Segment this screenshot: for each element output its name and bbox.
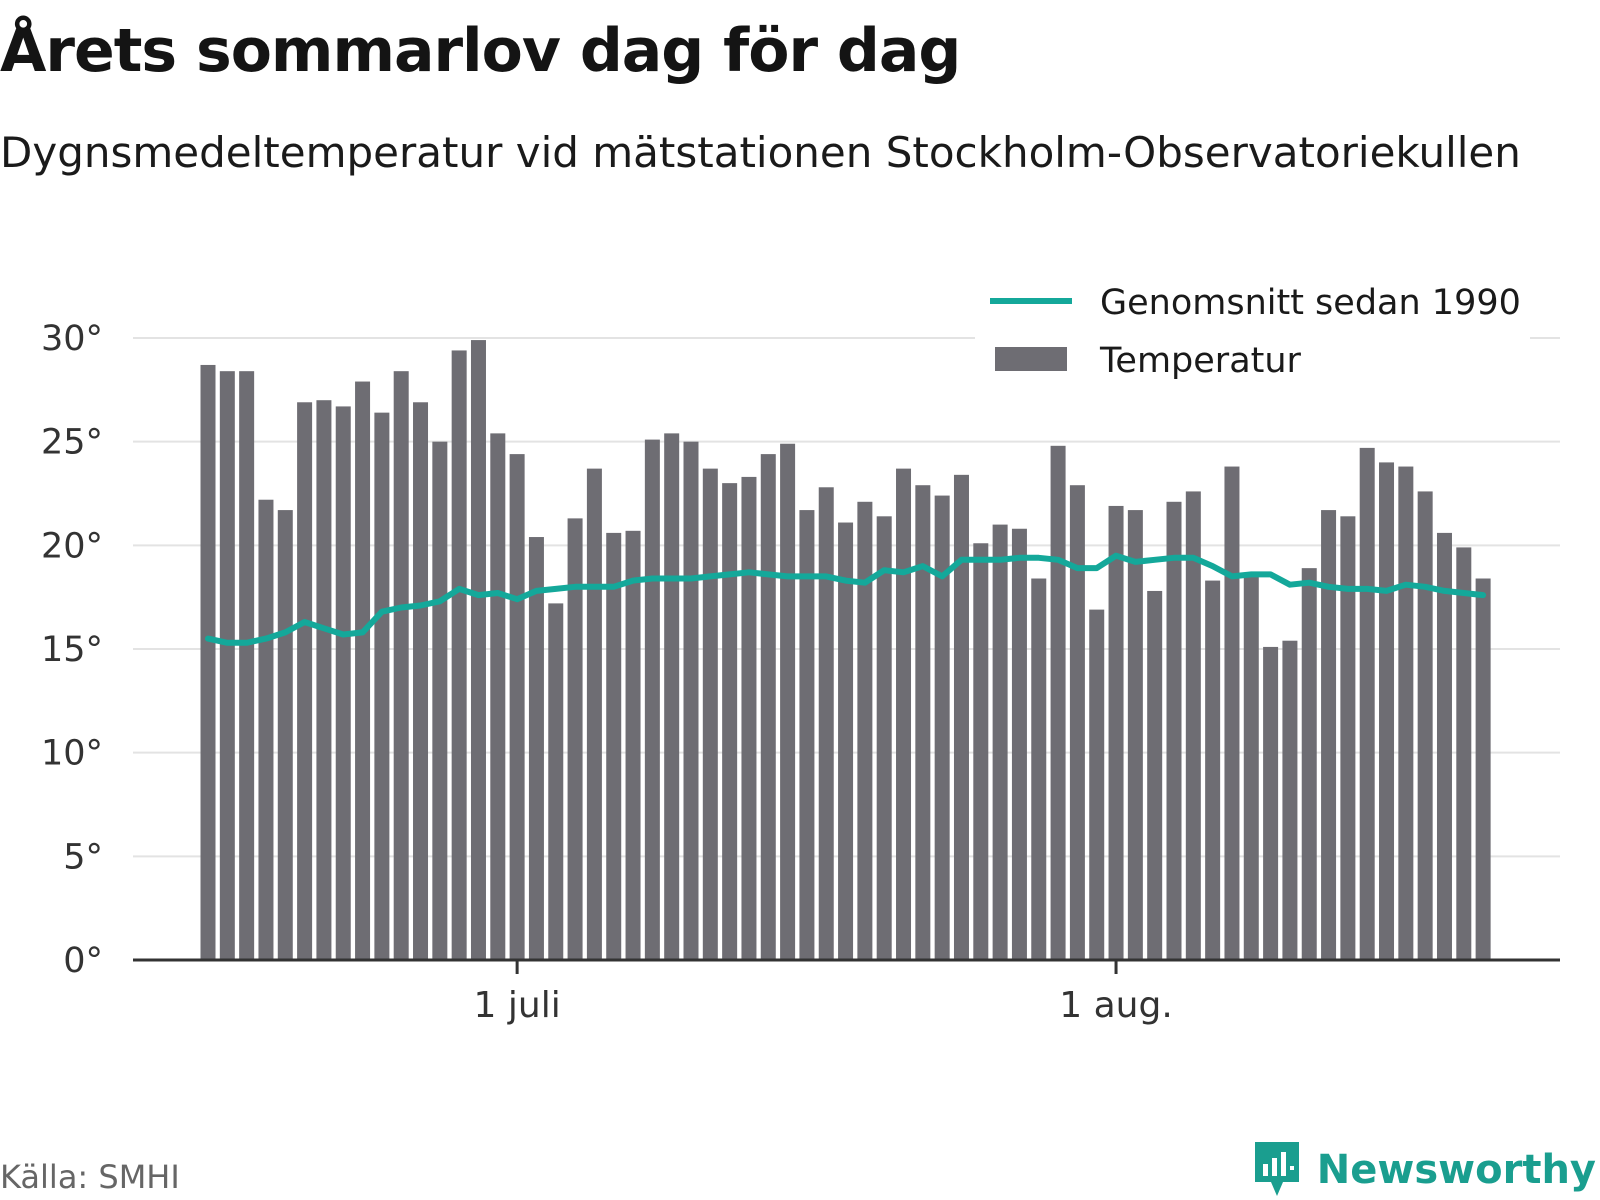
temperature-bar <box>799 510 815 960</box>
temperature-bar <box>1379 462 1395 960</box>
temperature-bar <box>1089 609 1105 960</box>
temperature-bar <box>664 433 680 961</box>
temperature-bar <box>567 518 583 960</box>
legend-label-temperature: Temperatur <box>1099 341 1302 381</box>
temperature-bar <box>335 406 351 960</box>
temperature-bar <box>1301 568 1317 960</box>
temperature-bar <box>1031 578 1047 960</box>
temperature-bar <box>490 433 506 961</box>
temperature-bar <box>953 474 969 960</box>
y-tick-label: 30° <box>41 319 103 359</box>
temperature-bar <box>393 371 409 960</box>
temperature-bar <box>1050 445 1066 960</box>
y-tick-label: 25° <box>41 423 103 463</box>
temperature-bar <box>915 485 931 960</box>
chart-title: Årets sommarlov dag för dag <box>0 16 961 86</box>
temperature-bar <box>896 468 912 960</box>
temperature-bar <box>1417 491 1433 960</box>
temperature-bar <box>258 499 274 960</box>
temperature-bar <box>1456 547 1472 960</box>
temperature-bar <box>200 364 216 960</box>
temperature-bar <box>219 371 235 960</box>
temperature-bar <box>432 441 448 961</box>
axes: 0° 5° 10° 15° 20° 25° 30° 1 juli 1 aug. <box>41 319 1560 1026</box>
y-tick-label: 15° <box>41 630 103 670</box>
y-tick-label: 5° <box>63 837 103 877</box>
temperature-bar <box>1243 574 1259 960</box>
temperature-bar <box>509 454 525 960</box>
temperature-bar <box>702 468 718 960</box>
temperature-bar <box>857 501 873 960</box>
average-line <box>205 552 1487 646</box>
temperature-bar <box>1108 505 1124 960</box>
temperature-bar <box>1263 646 1279 960</box>
temperature-bar <box>470 340 486 960</box>
temperature-bar <box>1359 447 1375 960</box>
temperature-bar <box>644 439 660 960</box>
temperature-bar <box>548 603 564 960</box>
temperature-bars <box>200 340 1491 961</box>
temperature-bar <box>355 381 371 960</box>
temperature-bar <box>1436 532 1452 960</box>
temperature-bar <box>683 441 699 961</box>
temperature-bar <box>838 522 854 960</box>
temperature-bar <box>277 510 293 960</box>
temperature-bar <box>413 402 429 961</box>
temperature-bar <box>818 487 834 960</box>
brand-logo: Newsworthy <box>1251 1140 1596 1200</box>
x-tick-label: 1 juli <box>474 985 561 1026</box>
temperature-bar <box>992 524 1008 960</box>
legend-label-average: Genomsnitt sedan 1990 <box>1100 283 1521 323</box>
temperature-bar <box>934 495 950 960</box>
temperature-bar <box>297 402 313 961</box>
temperature-bar <box>1166 501 1182 960</box>
brand-name: Newsworthy <box>1316 1147 1596 1193</box>
temperature-bar <box>316 400 332 960</box>
temperature-bar <box>1398 466 1414 960</box>
legend: Genomsnitt sedan 1990 Temperatur <box>975 270 1530 381</box>
average-line-layer <box>205 552 1487 646</box>
temperature-bar <box>1340 516 1356 960</box>
y-tick-label: 20° <box>41 526 103 566</box>
y-tick-label: 10° <box>41 734 103 774</box>
temperature-bar <box>1321 510 1337 960</box>
temperature-bar <box>239 371 255 960</box>
legend-background <box>975 270 1530 380</box>
temperature-bar <box>760 454 776 960</box>
chart-subtitle: Dygnsmedeltemperatur vid mätstationen St… <box>0 128 1521 177</box>
temperature-bar <box>374 412 390 960</box>
temperature-bar <box>1224 466 1240 960</box>
temperature-bar <box>1127 510 1143 960</box>
temperature-bar <box>876 516 892 960</box>
temperature-bar <box>1282 640 1298 960</box>
source-note: Källa: SMHI <box>0 1158 180 1196</box>
x-tick-label: 1 aug. <box>1059 985 1173 1026</box>
temperature-bar <box>1185 491 1201 960</box>
temperature-bar <box>1069 485 1085 960</box>
temperature-bar <box>625 530 641 960</box>
temperature-bar <box>741 476 757 960</box>
temperature-bar <box>1011 528 1027 960</box>
temperature-bar <box>973 543 989 960</box>
temperature-bar <box>1475 578 1491 960</box>
temperature-bar <box>780 443 796 960</box>
temperature-bar <box>722 483 738 960</box>
temperature-bar <box>586 468 602 960</box>
temperature-bar <box>1147 590 1163 960</box>
temperature-bar <box>528 537 544 960</box>
legend-bar-swatch <box>995 347 1067 371</box>
y-tick-label: 0° <box>63 941 103 981</box>
temperature-bar <box>606 532 622 960</box>
newsworthy-logo-icon <box>1254 1142 1299 1196</box>
temperature-bar <box>451 350 467 960</box>
temperature-bar <box>1205 580 1221 960</box>
